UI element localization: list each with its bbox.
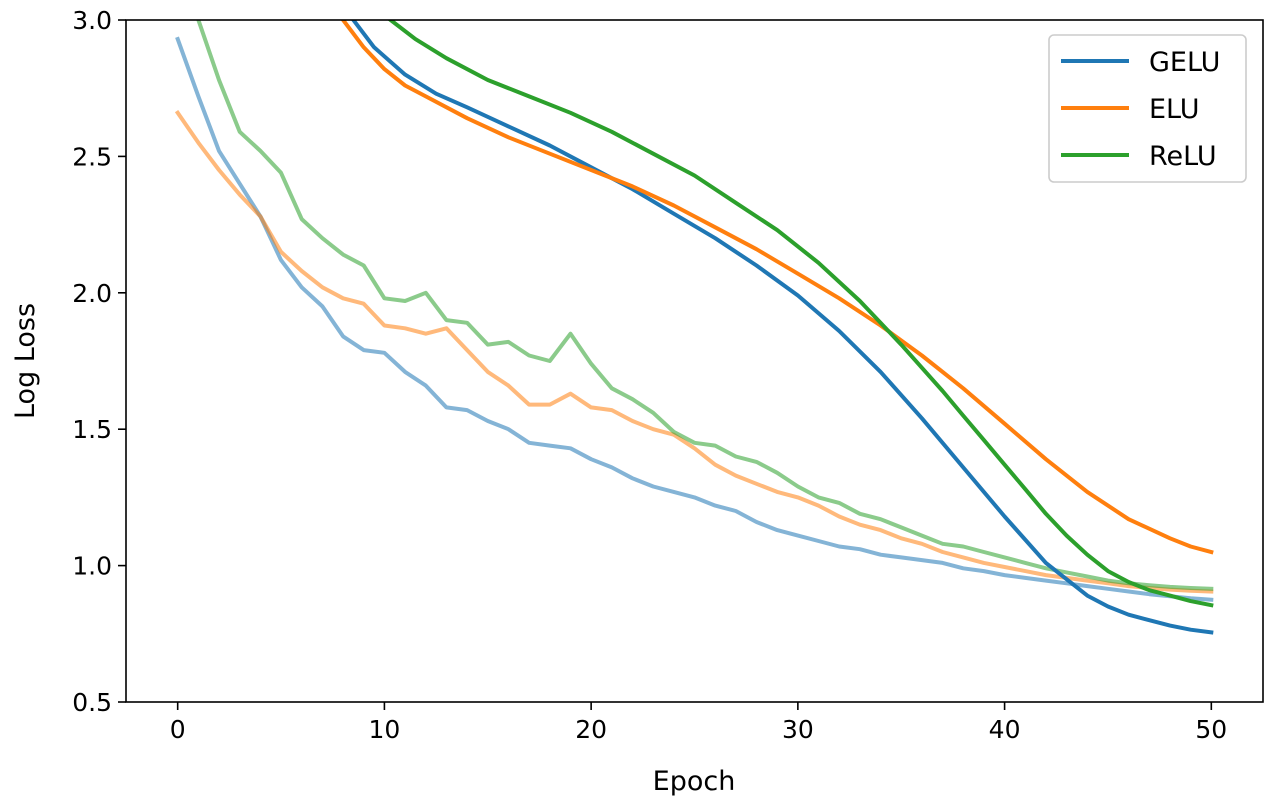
series-layer bbox=[174, 20, 1214, 635]
x-tick-label: 40 bbox=[989, 715, 1021, 744]
x-tick-label: 30 bbox=[782, 715, 814, 744]
series-line-series-5-faded bbox=[174, 110, 1214, 594]
legend: GELU ELU ReLU bbox=[1048, 34, 1247, 183]
plot-frame bbox=[125, 19, 1264, 703]
series-line-series-6-faded bbox=[196, 20, 1214, 591]
x-tick-label: 20 bbox=[575, 715, 607, 744]
legend-frame bbox=[1048, 34, 1247, 183]
y-tick-label: 0.5 bbox=[72, 688, 112, 717]
y-tick-label: 2.0 bbox=[72, 279, 112, 308]
x-tick-label: 0 bbox=[170, 715, 186, 744]
legend-label-relu: ReLU bbox=[1149, 141, 1217, 172]
legend-label-elu: ELU bbox=[1149, 94, 1200, 125]
y-tick-label: 2.5 bbox=[72, 142, 112, 171]
y-axis: 0.5 1.0 1.5 2.0 2.5 3.0 bbox=[72, 6, 126, 717]
x-tick-label: 50 bbox=[1195, 715, 1227, 744]
y-tick-label: 3.0 bbox=[72, 6, 112, 35]
x-tick-label: 10 bbox=[369, 715, 401, 744]
series-line-series-4-faded bbox=[175, 36, 1214, 602]
series-line-elu bbox=[340, 20, 1214, 555]
series-line-relu bbox=[387, 20, 1214, 608]
x-axis: 0 10 20 30 40 50 bbox=[170, 702, 1227, 744]
y-tick-label: 1.0 bbox=[72, 552, 112, 581]
y-tick-label: 1.5 bbox=[72, 415, 112, 444]
x-axis-label: Epoch bbox=[653, 766, 736, 797]
series-line-gelu bbox=[350, 20, 1214, 635]
legend-label-gelu: GELU bbox=[1149, 47, 1220, 78]
y-axis-label: Log Loss bbox=[10, 303, 41, 419]
